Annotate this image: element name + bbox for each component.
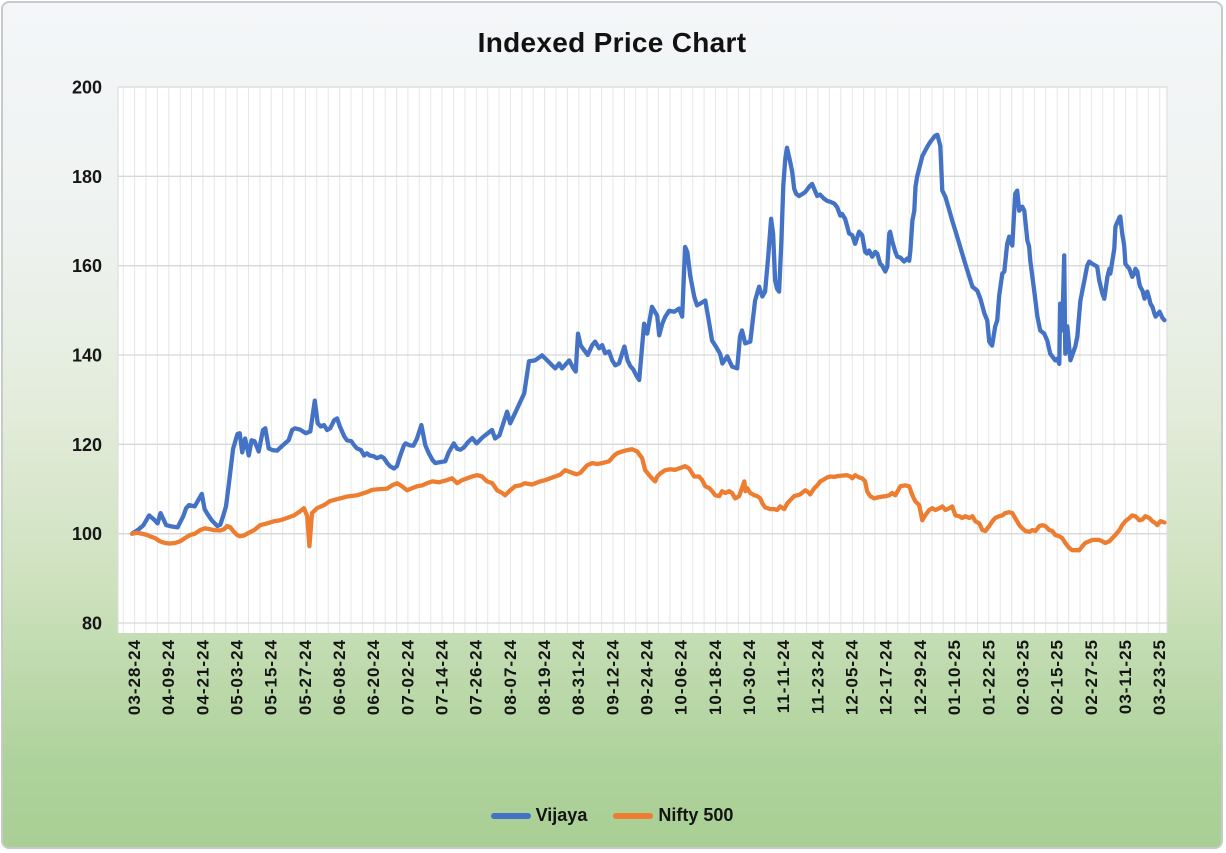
x-tick-label: 05-03-24 bbox=[228, 639, 247, 715]
x-tick-label: 12-29-24 bbox=[911, 639, 930, 715]
x-tick-label: 09-12-24 bbox=[603, 639, 622, 715]
legend-item-nifty500: Nifty 500 bbox=[613, 805, 733, 826]
x-tick-label: 04-09-24 bbox=[159, 639, 178, 715]
y-tick-label: 140 bbox=[72, 346, 102, 366]
x-tick-label: 04-21-24 bbox=[193, 639, 212, 715]
x-tick-label: 01-10-25 bbox=[945, 639, 964, 715]
x-tick-label: 06-20-24 bbox=[364, 639, 383, 715]
x-tick-label: 10-18-24 bbox=[706, 639, 725, 715]
x-tick-label: 09-24-24 bbox=[638, 639, 657, 715]
y-tick-label: 100 bbox=[72, 524, 102, 544]
x-tick-label: 05-27-24 bbox=[296, 639, 315, 715]
x-tick-label: 05-15-24 bbox=[262, 639, 281, 715]
x-tick-label: 02-27-25 bbox=[1082, 639, 1101, 715]
nifty500-line-swatch bbox=[613, 812, 654, 819]
legend-label-nifty500: Nifty 500 bbox=[658, 805, 734, 825]
x-tick-label: 11-11-24 bbox=[774, 639, 793, 713]
legend: Vijaya Nifty 500 bbox=[3, 805, 1221, 826]
y-tick-label: 120 bbox=[72, 435, 102, 455]
x-tick-label: 10-30-24 bbox=[740, 639, 759, 715]
x-tick-label: 06-08-24 bbox=[330, 639, 349, 715]
y-tick-label: 200 bbox=[72, 78, 102, 98]
legend-item-vijaya: Vijaya bbox=[490, 805, 588, 826]
indexed-price-line-chart: 200 180 160 140 120 100 80 03-28-24 04-09-24 04-2… bbox=[72, 78, 1169, 716]
vijaya-line-swatch bbox=[490, 812, 531, 819]
y-tick-label: 80 bbox=[82, 614, 102, 634]
x-tick-label: 12-17-24 bbox=[877, 639, 896, 715]
x-tick-label: 07-14-24 bbox=[433, 639, 452, 715]
x-tick-label: 03-28-24 bbox=[125, 639, 144, 715]
x-tick-label: 07-26-24 bbox=[467, 639, 486, 715]
x-tick-label: 12-05-24 bbox=[843, 639, 862, 715]
x-tick-label: 10-06-24 bbox=[672, 639, 691, 715]
x-tick-label: 02-03-25 bbox=[1013, 639, 1032, 715]
legend-label-vijaya: Vijaya bbox=[535, 805, 588, 825]
x-tick-label: 02-15-25 bbox=[1048, 639, 1067, 715]
x-tick-label: 03-23-25 bbox=[1150, 639, 1169, 715]
series-line-nifty-500 bbox=[129, 447, 1167, 553]
x-tick-label: 11-23-24 bbox=[808, 639, 827, 714]
series-line-vijaya bbox=[129, 132, 1167, 536]
x-tick-label: 08-07-24 bbox=[501, 639, 520, 715]
y-tick-label: 180 bbox=[72, 167, 102, 187]
y-tick-label: 160 bbox=[72, 256, 102, 276]
chart-title: Indexed Price Chart bbox=[477, 27, 747, 58]
x-tick-label: 07-02-24 bbox=[398, 639, 417, 715]
x-tick-label: 08-31-24 bbox=[569, 639, 588, 715]
x-tick-label: 08-19-24 bbox=[535, 639, 554, 715]
x-tick-label: 03-11-25 bbox=[1116, 639, 1135, 714]
x-tick-label: 01-22-25 bbox=[979, 639, 998, 715]
